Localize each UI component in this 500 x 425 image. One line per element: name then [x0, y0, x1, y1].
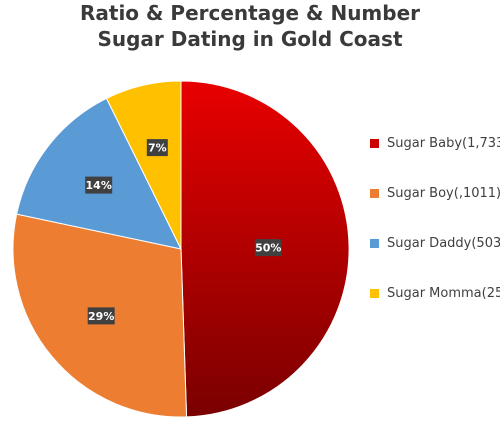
data-label-box [87, 307, 115, 325]
legend-item-sugar-boy[interactable]: Sugar Boy(,1011) [370, 184, 500, 202]
data-label-text: 29% [88, 310, 114, 323]
legend-item-sugar-baby[interactable]: Sugar Baby(1,733) [370, 134, 500, 152]
data-label-box [146, 139, 168, 157]
data-label: 7% [146, 139, 168, 157]
chart-title-line-1: Ratio & Percentage & Number [79, 1, 421, 25]
data-label-box [254, 239, 282, 257]
data-label-text: 14% [86, 179, 112, 192]
pie-slice-sugar-daddy[interactable] [16, 97, 182, 250]
data-label: 29% [87, 307, 115, 325]
legend-swatch [370, 238, 379, 248]
data-label: 50% [254, 239, 282, 257]
pie-slice-sugar-momma[interactable] [105, 80, 182, 250]
chart-title-line-2: Sugar Dating in Gold Coast [97, 27, 403, 51]
data-label-box [85, 176, 113, 194]
legend-swatch [370, 188, 379, 198]
data-label: 14% [85, 176, 113, 194]
pie-slices [12, 80, 350, 418]
legend-label: Sugar Daddy(503) [387, 235, 500, 251]
legend-label: Sugar Baby(1,733) [387, 135, 500, 151]
data-label-text: 50% [255, 242, 281, 255]
legend-label: Sugar Boy(,1011) [387, 185, 500, 201]
legend-item-sugar-momma[interactable]: Sugar Momma(256) [370, 284, 500, 302]
legend: Sugar Baby(1,733) Sugar Boy(,1011) Sugar… [370, 134, 500, 334]
legend-swatch [370, 288, 379, 298]
data-label-text: 7% [148, 142, 167, 155]
legend-item-sugar-daddy[interactable]: Sugar Daddy(503) [370, 234, 500, 252]
legend-label: Sugar Momma(256) [387, 285, 500, 301]
pie-data-labels: 50% 29% 14% 7% [85, 139, 282, 325]
legend-swatch [370, 138, 379, 148]
